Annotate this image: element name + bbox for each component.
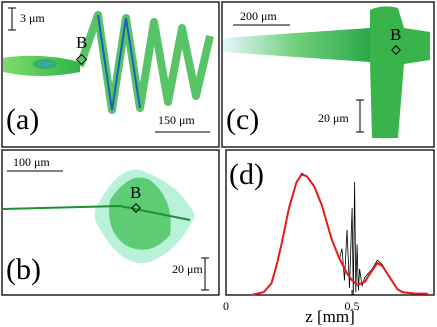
- panel-d: (d) z [mm] 0 0.5: [223, 149, 435, 326]
- marker-text: B: [390, 25, 401, 44]
- beam: [2, 204, 191, 221]
- beam-spread: [109, 177, 171, 250]
- scale-text: 3 μm: [20, 11, 45, 25]
- plot-frame: [225, 149, 435, 296]
- marker: [75, 53, 88, 66]
- line-series: [251, 172, 428, 296]
- panel-a: 3 μm B 150 μm (a): [1, 1, 220, 148]
- panel-frame: [221, 1, 435, 148]
- beam-core: [97, 14, 141, 111]
- scale-bar: [201, 257, 209, 291]
- scale-text: 100 μm: [13, 155, 50, 169]
- scale-text: 150 μm: [158, 113, 195, 127]
- marker-text: B: [130, 183, 141, 202]
- scale-bar: [8, 7, 16, 31]
- x-tick-label: 0: [223, 299, 229, 313]
- scale-bar: [356, 99, 364, 133]
- marker: [131, 203, 141, 213]
- beam: [223, 28, 370, 62]
- panel-frame: [1, 1, 220, 148]
- panel-b: B 100 μm 20 μm (b): [1, 149, 220, 296]
- x-axis-label: z [mm]: [305, 307, 355, 326]
- scale-text: 200 μm: [240, 9, 277, 23]
- beam-core: [33, 59, 57, 69]
- scale-text: 20 μm: [172, 262, 203, 276]
- line-series: [250, 173, 428, 296]
- panel-label: (a): [6, 103, 39, 136]
- panel-label: (d): [229, 158, 264, 191]
- panel-c: B 200 μm 20 μm (c): [221, 1, 435, 148]
- panel-label: (b): [6, 253, 41, 286]
- panel-label: (c): [226, 103, 259, 136]
- panel-frame: [1, 149, 220, 296]
- x-tick-label: 0.5: [345, 299, 360, 313]
- beam-column: [370, 6, 430, 139]
- marker: [391, 45, 401, 55]
- marker-text: B: [76, 33, 87, 52]
- scale-text: 20 μm: [318, 111, 349, 125]
